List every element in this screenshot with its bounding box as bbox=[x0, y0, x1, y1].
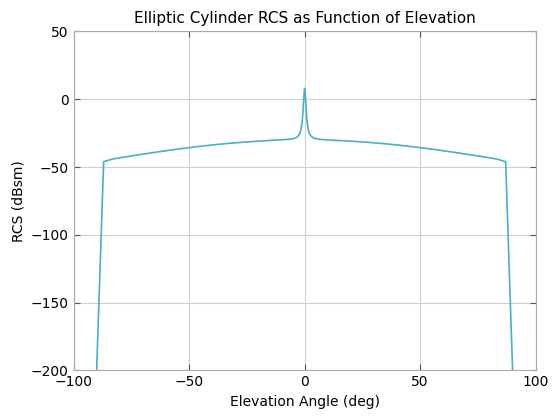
Title: Elliptic Cylinder RCS as Function of Elevation: Elliptic Cylinder RCS as Function of Ele… bbox=[134, 11, 475, 26]
Y-axis label: RCS (dBsm): RCS (dBsm) bbox=[11, 160, 25, 242]
X-axis label: Elevation Angle (deg): Elevation Angle (deg) bbox=[230, 395, 380, 409]
